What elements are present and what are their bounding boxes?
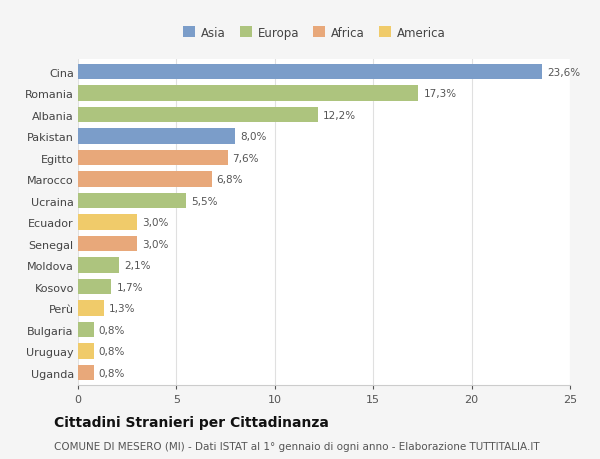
Text: Cittadini Stranieri per Cittadinanza: Cittadini Stranieri per Cittadinanza — [54, 415, 329, 429]
Bar — [78, 365, 94, 381]
Legend: Asia, Europa, Africa, America: Asia, Europa, Africa, America — [179, 23, 449, 43]
Text: 2,1%: 2,1% — [124, 261, 151, 270]
Bar — [78, 108, 318, 123]
Bar — [78, 301, 104, 316]
Bar — [78, 151, 227, 166]
Bar — [78, 65, 542, 80]
Text: 1,7%: 1,7% — [116, 282, 143, 292]
Text: 17,3%: 17,3% — [424, 89, 457, 99]
Bar — [78, 193, 186, 209]
Text: 8,0%: 8,0% — [241, 132, 267, 142]
Text: 0,8%: 0,8% — [98, 368, 125, 378]
Bar — [78, 86, 418, 102]
Text: 7,6%: 7,6% — [232, 153, 259, 163]
Text: 23,6%: 23,6% — [547, 67, 580, 78]
Bar — [78, 279, 112, 295]
Bar — [78, 129, 235, 145]
Text: 1,3%: 1,3% — [109, 303, 135, 313]
Bar — [78, 215, 137, 230]
Bar — [78, 236, 137, 252]
Text: 6,8%: 6,8% — [217, 175, 243, 185]
Text: 0,8%: 0,8% — [98, 346, 125, 356]
Bar — [78, 172, 212, 187]
Text: 3,0%: 3,0% — [142, 239, 169, 249]
Bar — [78, 258, 119, 273]
Text: 12,2%: 12,2% — [323, 111, 356, 120]
Text: 3,0%: 3,0% — [142, 218, 169, 228]
Text: 5,5%: 5,5% — [191, 196, 218, 206]
Bar — [78, 322, 94, 337]
Text: 0,8%: 0,8% — [98, 325, 125, 335]
Text: COMUNE DI MESERO (MI) - Dati ISTAT al 1° gennaio di ogni anno - Elaborazione TUT: COMUNE DI MESERO (MI) - Dati ISTAT al 1°… — [54, 441, 539, 451]
Bar — [78, 343, 94, 359]
